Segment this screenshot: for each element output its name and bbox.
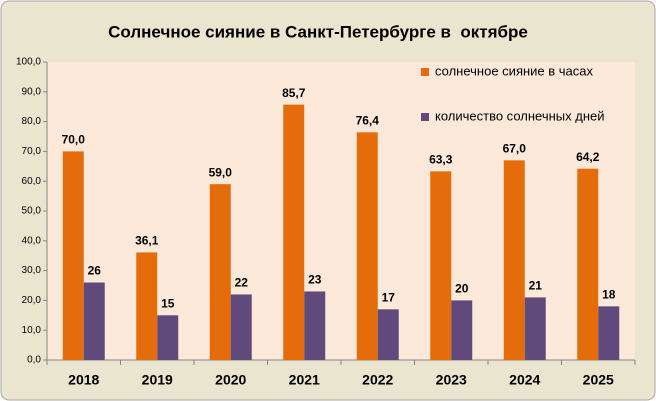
bar [62, 151, 84, 360]
bar [598, 306, 620, 360]
x-tick-label: 2021 [289, 372, 320, 388]
x-tick-label: 2018 [68, 372, 99, 388]
bar [83, 282, 105, 360]
value-label: 21 [529, 279, 543, 293]
bar [136, 252, 158, 360]
bar [209, 184, 231, 360]
bar [377, 309, 399, 360]
y-tick-label: 50,0 [22, 206, 42, 217]
value-label: 18 [602, 288, 616, 302]
value-label: 64,2 [576, 150, 600, 164]
y-tick-label: 10,0 [22, 325, 42, 336]
value-label: 67,0 [503, 142, 527, 156]
y-tick-label: 0,0 [27, 355, 41, 366]
legend-label: количество солнечных дней [435, 108, 605, 123]
value-label: 22 [235, 276, 249, 290]
y-tick-label: 90,0 [22, 86, 42, 97]
x-tick-label: 2022 [362, 372, 393, 388]
bar [430, 171, 452, 360]
bar [157, 315, 179, 360]
value-label: 15 [161, 296, 175, 310]
y-tick-label: 100,0 [16, 57, 41, 68]
bar [451, 300, 473, 360]
value-label: 23 [308, 273, 322, 287]
y-tick-label: 40,0 [22, 235, 42, 246]
plot-area [47, 62, 635, 360]
bar [577, 168, 599, 360]
value-label: 76,4 [356, 113, 380, 127]
bar [283, 104, 305, 360]
value-label: 63,3 [429, 153, 453, 167]
value-label: 85,7 [282, 86, 306, 100]
y-tick-label: 30,0 [22, 265, 42, 276]
x-tick-label: 2025 [583, 372, 614, 388]
y-tick-label: 60,0 [22, 176, 42, 187]
value-label: 36,1 [135, 234, 159, 248]
x-tick-label: 2024 [509, 372, 540, 388]
bar [524, 297, 546, 360]
value-label: 26 [88, 264, 102, 278]
value-label: 59,0 [209, 165, 233, 179]
bar [230, 294, 252, 360]
bar [304, 291, 326, 360]
x-tick-label: 2023 [436, 372, 467, 388]
y-tick-label: 70,0 [22, 146, 42, 157]
value-label: 20 [455, 282, 469, 296]
value-label: 70,0 [62, 133, 86, 147]
x-tick-label: 2019 [142, 372, 173, 388]
legend-swatch [421, 68, 429, 76]
legend-label: солнечное сияние в часах [435, 63, 594, 78]
bar [503, 160, 525, 360]
chart-title: Солнечное сияние в Санкт-Петербурге в ок… [108, 22, 528, 41]
bar [356, 132, 378, 360]
value-label: 17 [382, 291, 396, 305]
y-tick-label: 20,0 [22, 295, 42, 306]
legend-swatch [421, 113, 429, 121]
x-tick-label: 2020 [215, 372, 246, 388]
y-tick-label: 80,0 [22, 116, 42, 127]
